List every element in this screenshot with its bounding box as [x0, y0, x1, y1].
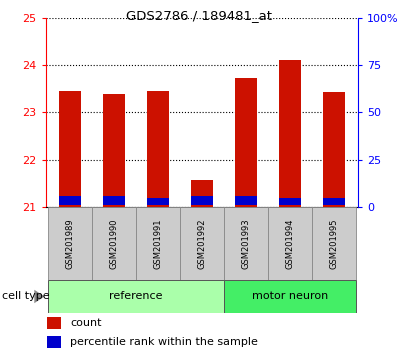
Bar: [47, 317, 61, 329]
Bar: [147, 198, 169, 205]
Bar: [235, 196, 257, 205]
Bar: [323, 92, 345, 207]
Text: cell type: cell type: [2, 291, 50, 302]
Bar: [59, 196, 81, 205]
Text: count: count: [70, 318, 102, 328]
Text: GSM201993: GSM201993: [242, 218, 250, 269]
Bar: [312, 207, 356, 280]
Bar: [191, 179, 213, 207]
Bar: [279, 198, 301, 205]
Bar: [268, 207, 312, 280]
Bar: [103, 196, 125, 205]
Bar: [47, 337, 61, 348]
Polygon shape: [34, 290, 45, 303]
Bar: [323, 198, 345, 205]
Text: GSM201991: GSM201991: [154, 218, 162, 269]
Bar: [92, 207, 136, 280]
Bar: [59, 91, 81, 207]
Bar: [224, 280, 356, 313]
Text: GSM201992: GSM201992: [197, 218, 207, 269]
Bar: [48, 280, 224, 313]
Text: GDS2786 / 189481_at: GDS2786 / 189481_at: [126, 9, 272, 22]
Text: GSM201989: GSM201989: [66, 218, 74, 269]
Bar: [235, 78, 257, 207]
Bar: [224, 207, 268, 280]
Bar: [48, 207, 92, 280]
Bar: [103, 95, 125, 207]
Text: motor neuron: motor neuron: [252, 291, 328, 302]
Bar: [147, 91, 169, 207]
Bar: [279, 60, 301, 207]
Text: GSM201995: GSM201995: [330, 218, 338, 269]
Bar: [136, 207, 180, 280]
Text: reference: reference: [109, 291, 163, 302]
Text: GSM201990: GSM201990: [109, 218, 119, 269]
Text: GSM201994: GSM201994: [285, 218, 295, 269]
Bar: [191, 196, 213, 205]
Bar: [180, 207, 224, 280]
Text: percentile rank within the sample: percentile rank within the sample: [70, 337, 258, 347]
